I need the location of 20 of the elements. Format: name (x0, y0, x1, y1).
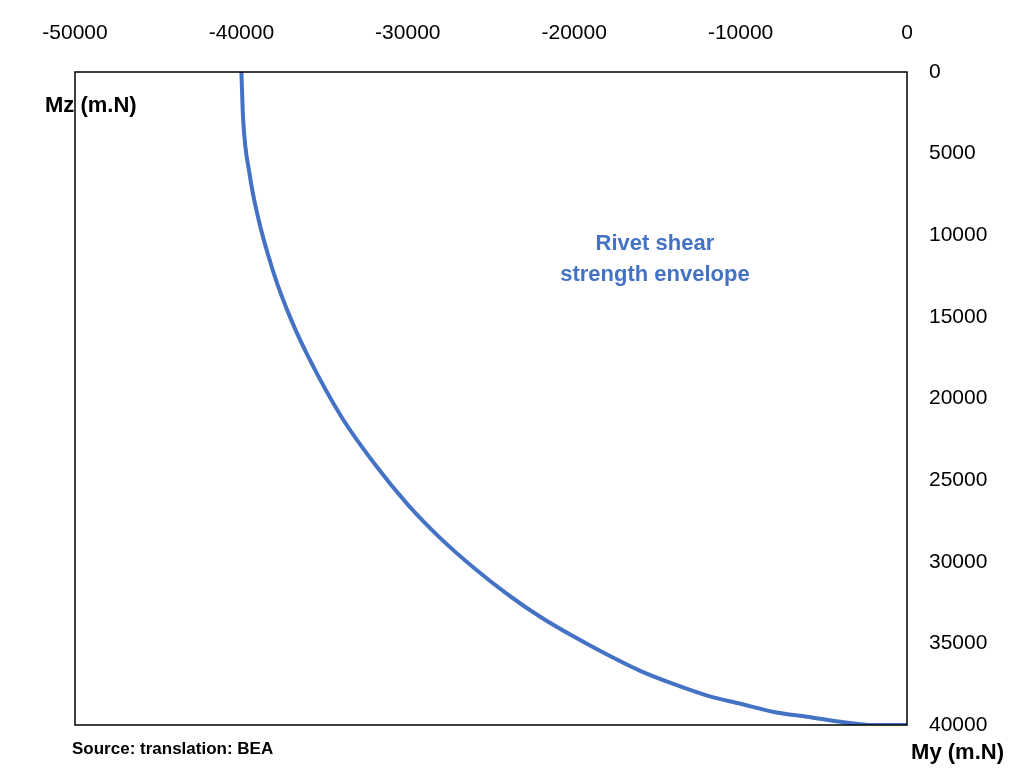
line-series (239, 72, 907, 725)
x-tick-label: -20000 (541, 20, 607, 44)
y-tick-label: 25000 (929, 466, 988, 490)
x-axis-title: Mz (m.N) (45, 92, 137, 118)
text: Rivet shear strength envelope (560, 230, 750, 287)
y-tick-label: 35000 (929, 630, 988, 654)
x-tick-label: -10000 (707, 20, 774, 44)
y-tick-label: 0 (929, 58, 941, 82)
y-tick-label: 30000 (929, 548, 988, 572)
source-note: Source: translation: BEA (72, 738, 274, 758)
x-tick-label: -40000 (208, 20, 275, 44)
x-tick-label: 0 (901, 20, 913, 44)
y-tick-label: 20000 (929, 385, 988, 409)
y-tick-label: 40000 (929, 711, 988, 735)
x-tick-label: -50000 (42, 20, 108, 44)
y-tick-label: 5000 (929, 140, 976, 164)
x-tick-label: -30000 (375, 20, 441, 44)
y-axis-title: My (m.N) (911, 739, 1004, 765)
y-tick-label: 15000 (929, 303, 988, 327)
y-tick-label: 10000 (929, 222, 988, 246)
